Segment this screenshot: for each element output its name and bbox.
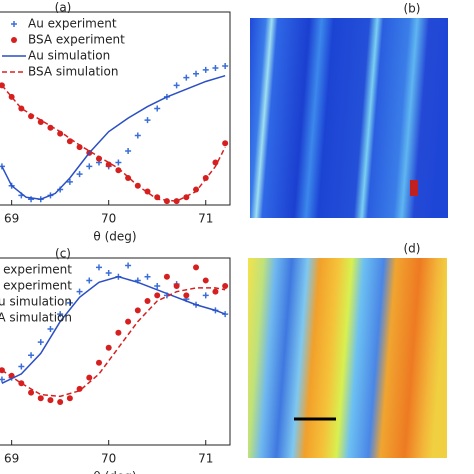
data-point: [144, 273, 151, 280]
panel-label: (c): [55, 247, 71, 261]
data-point: [95, 264, 102, 271]
data-point: [212, 288, 219, 295]
data-point: [202, 277, 209, 284]
data-point: [76, 171, 83, 178]
data-point: [222, 140, 229, 147]
data-point: [183, 74, 190, 81]
x-tick-label: 69: [4, 212, 19, 226]
legend-label: Au experiment: [28, 17, 117, 31]
series-line: [1, 74, 226, 200]
data-point: [115, 159, 122, 166]
data-point: [115, 329, 122, 336]
data-point: [37, 339, 44, 346]
data-point: [144, 298, 151, 305]
data-point: [95, 359, 102, 366]
legend-label: BSA experiment: [0, 279, 72, 293]
plot-frame: [0, 11, 231, 206]
data-point: [134, 132, 141, 139]
data-point: [125, 262, 132, 269]
data-point: [173, 82, 180, 89]
x-tick-label: 70: [101, 452, 116, 466]
panel-label: (d): [404, 242, 421, 256]
x-axis-label: θ (deg): [93, 230, 136, 244]
data-point: [144, 117, 151, 124]
data-point: [86, 277, 93, 284]
data-point: [86, 163, 93, 170]
legend-label: BSA simulation: [28, 65, 118, 79]
panel-label: (b): [404, 2, 421, 16]
image-d: [248, 258, 447, 458]
series-line: [1, 275, 226, 384]
panel-label: (a): [55, 1, 72, 15]
data-point: [57, 311, 64, 318]
legend-box: [0, 13, 139, 79]
data-point: [193, 264, 200, 271]
data-point: [66, 395, 73, 402]
x-tick-label: 71: [198, 212, 213, 226]
data-point: [202, 66, 209, 73]
data-point: [144, 188, 151, 195]
data-point: [66, 178, 73, 185]
data-point: [57, 398, 64, 405]
data-point: [212, 64, 219, 71]
data-point: [154, 105, 161, 112]
data-point: [222, 63, 229, 70]
data-point: [18, 363, 25, 370]
data-point: [0, 376, 5, 383]
data-point: [86, 374, 93, 381]
data-point: [28, 389, 35, 396]
data-point: [125, 147, 132, 154]
legend-label: Au experiment: [0, 263, 72, 277]
data-point: [66, 299, 73, 306]
data-point: [134, 307, 141, 314]
data-point: [212, 159, 219, 166]
x-tick-label: 69: [4, 452, 19, 466]
data-point: [28, 352, 35, 359]
data-point: [47, 326, 54, 333]
data-point: [154, 292, 161, 299]
data-point: [154, 283, 161, 290]
legend-marker: [11, 21, 17, 27]
data-point: [222, 283, 229, 290]
data-point: [37, 119, 44, 126]
data-point: [105, 161, 112, 168]
data-point: [173, 283, 180, 290]
legend-label: Au simulation: [0, 295, 72, 309]
data-point: [173, 198, 180, 205]
data-point: [47, 397, 54, 404]
data-point: [76, 288, 83, 295]
x-axis-label: θ (deg): [93, 470, 136, 474]
legend-label: BSA simulation: [0, 311, 72, 325]
data-point: [76, 385, 83, 392]
plot-frame: [0, 257, 231, 446]
data-point: [183, 292, 190, 299]
legend-label: BSA experiment: [28, 33, 125, 47]
legend-marker: [11, 37, 17, 43]
data-point: [105, 344, 112, 351]
data-point: [125, 318, 132, 325]
data-point: [193, 70, 200, 77]
data-point: [193, 186, 200, 193]
data-point: [105, 269, 112, 276]
series-line: [1, 84, 226, 202]
data-point: [163, 273, 170, 280]
hot-spot: [410, 180, 418, 196]
legend-label: Au simulation: [28, 49, 110, 63]
x-tick-label: 71: [198, 452, 213, 466]
data-point: [202, 292, 209, 299]
x-tick-label: 70: [101, 212, 116, 226]
data-point: [37, 395, 44, 402]
data-point: [163, 198, 170, 205]
image-b: [250, 18, 448, 218]
